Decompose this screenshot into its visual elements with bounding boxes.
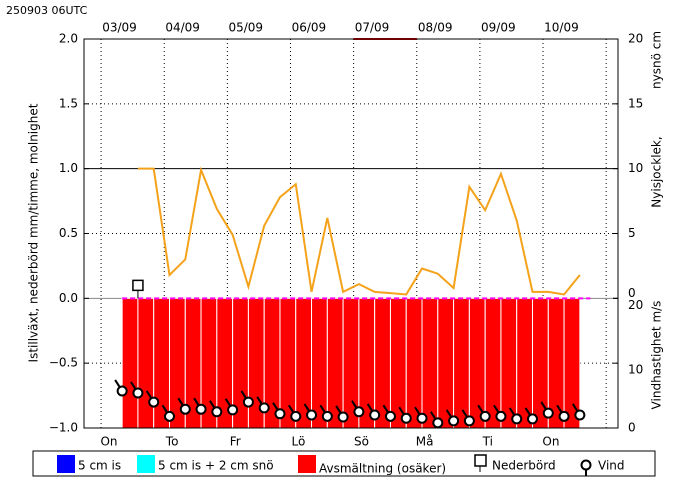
x-top-tick-label: 09/09	[481, 21, 516, 35]
wind-point	[290, 410, 302, 422]
wind-point	[258, 402, 270, 414]
legend-label: 5 cm is + 2 cm snö	[158, 459, 274, 473]
bar	[484, 297, 502, 429]
wind-point	[463, 415, 475, 427]
wind-point	[321, 410, 333, 422]
bar	[326, 297, 344, 429]
x-bottom-tick-label: On	[542, 435, 559, 449]
wind-point	[163, 410, 175, 422]
legend-box	[32, 450, 656, 477]
y-tick-label: 1.0	[59, 161, 78, 175]
x-bottom-tick-label: Fr	[230, 435, 241, 449]
y2-axis-label: Nyisjocklek,	[650, 136, 664, 207]
legend-swatch	[298, 455, 316, 473]
wind-point	[274, 408, 286, 420]
y2-tick-label: 10	[628, 161, 643, 175]
legend-symbol	[474, 454, 487, 467]
y-tick-label: −0.5	[49, 356, 78, 370]
wind-point	[337, 411, 349, 423]
wind-point	[416, 412, 428, 424]
y-tick-label: −1.0	[49, 421, 78, 435]
x-top-tick-label: 06/09	[292, 21, 327, 35]
wind-point	[542, 407, 554, 419]
bar	[137, 297, 155, 429]
x-top-tick-label: 10/09	[544, 21, 579, 35]
bar	[279, 297, 297, 429]
timestamp: 250903 06UTC	[6, 4, 88, 17]
wind-point	[479, 410, 491, 422]
x-top-tick-label: 04/09	[165, 21, 200, 35]
y-tick-label: 2.0	[59, 32, 78, 46]
y3-tick-label: 10	[628, 363, 643, 377]
x-bottom-tick-label: On	[100, 435, 117, 449]
bar	[389, 297, 407, 429]
wind-point	[195, 403, 207, 415]
x-top-tick-label: 07/09	[355, 21, 390, 35]
legend-swatch	[57, 455, 75, 473]
wind-point	[400, 412, 412, 424]
x-top-tick-label: 03/09	[102, 21, 137, 35]
legend-swatch	[137, 455, 155, 473]
x-bottom-tick-label: Lö	[291, 435, 305, 449]
y-tick-label: 0.0	[59, 291, 78, 305]
bar	[311, 297, 328, 429]
y2-tick-label: 5	[628, 226, 636, 240]
plot-frame	[83, 38, 619, 429]
wind-point	[242, 396, 254, 408]
legend-label: Nederbörd	[492, 459, 556, 473]
legend-label: Vind	[598, 459, 625, 473]
x-bottom-tick-label: To	[165, 435, 179, 449]
wind-point	[574, 409, 586, 421]
wind-point	[148, 396, 160, 408]
bar	[295, 297, 313, 429]
bar	[437, 297, 455, 429]
y2-axis-label: nysnö cm	[650, 31, 664, 89]
bar	[421, 297, 439, 429]
wind-point	[432, 417, 444, 429]
wind-point	[227, 404, 239, 416]
bar	[516, 297, 534, 429]
wind-point	[448, 415, 460, 427]
legend-label: Avsmältning (osäker)	[319, 462, 446, 476]
wind-point	[116, 385, 128, 397]
y-axis-label: Istillväxt, nederbörd mm/timme, molnighe…	[27, 103, 41, 362]
x-top-tick-label: 05/09	[228, 21, 263, 35]
y2-tick-label: 0	[628, 286, 636, 300]
precip-marker	[132, 279, 144, 292]
bar	[500, 297, 518, 429]
wind-point	[306, 409, 318, 421]
wind-point	[211, 406, 223, 418]
bar	[153, 297, 170, 429]
y-tick-label: 1.5	[59, 96, 78, 110]
wind-point	[384, 410, 396, 422]
y-tick-label: 0.5	[59, 226, 78, 240]
x-bottom-tick-label: Må	[416, 435, 434, 449]
bar	[121, 297, 139, 429]
bar	[468, 297, 486, 429]
x-bottom-tick-label: Ti	[482, 435, 493, 449]
y2-tick-label: 20	[628, 32, 643, 46]
legend-label: 5 cm is	[78, 459, 121, 473]
legend-symbol	[580, 459, 592, 471]
wind-point	[132, 387, 144, 399]
wind-point	[353, 406, 365, 418]
wind-point	[369, 409, 381, 421]
wind-point	[527, 413, 539, 425]
y3-tick-label: 0	[628, 421, 636, 435]
bar	[563, 297, 581, 429]
wind-point	[511, 413, 523, 425]
wind-point	[179, 403, 191, 415]
y3-axis-label: Vindhastighet m/s	[650, 301, 664, 410]
wind-point	[558, 410, 570, 422]
bar	[374, 297, 391, 429]
y3-tick-label: 20	[628, 298, 643, 312]
y2-tick-label: 15	[628, 96, 643, 110]
bar	[405, 297, 423, 429]
bar	[453, 297, 470, 429]
wind-point	[495, 410, 507, 422]
line	[137, 166, 581, 296]
x-top-tick-label: 08/09	[418, 21, 453, 35]
x-bottom-tick-label: Sö	[354, 435, 369, 449]
